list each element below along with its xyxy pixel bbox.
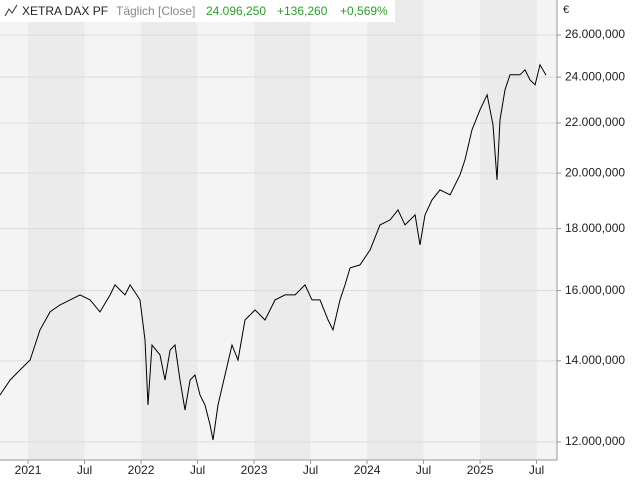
- x-tick-label: Jul: [416, 463, 431, 477]
- y-tick-label: 24.000,000: [565, 69, 625, 83]
- x-tick-label: Jul: [77, 463, 92, 477]
- band: [141, 0, 198, 460]
- band: [254, 0, 311, 460]
- x-tick-label: 2022: [128, 463, 155, 477]
- header-bg: [0, 0, 395, 22]
- band: [480, 0, 537, 460]
- x-tick-label: Jul: [190, 463, 205, 477]
- x-tick-label: Jul: [529, 463, 544, 477]
- band: [28, 0, 85, 460]
- x-tick-label: Jul: [303, 463, 318, 477]
- x-tick-label: 2025: [467, 463, 494, 477]
- y-unit: €: [563, 4, 569, 16]
- chart-title: XETRA DAX PF: [22, 4, 108, 18]
- y-tick-label: 12.000,000: [565, 434, 625, 448]
- y-tick-label: 20.000,000: [565, 165, 625, 179]
- y-tick-label: 22.000,000: [565, 115, 625, 129]
- band: [367, 0, 424, 460]
- x-tick-label: 2024: [354, 463, 381, 477]
- y-tick-label: 26.000,000: [565, 27, 625, 41]
- chart-subtitle: Täglich [Close]: [116, 4, 195, 18]
- price-line: [0, 63, 547, 441]
- change-abs: +136,260: [277, 4, 328, 18]
- y-tick-label: 16.000,000: [565, 283, 625, 297]
- last-value: 24.096,250: [206, 4, 266, 18]
- y-tick-label: 14.000,000: [565, 353, 625, 367]
- chart-icon: [4, 4, 18, 17]
- change-pct: +0,569%: [340, 4, 388, 18]
- x-tick-label: 2021: [15, 463, 42, 477]
- y-tick-label: 18.000,000: [565, 221, 625, 235]
- x-tick-label: 2023: [241, 463, 268, 477]
